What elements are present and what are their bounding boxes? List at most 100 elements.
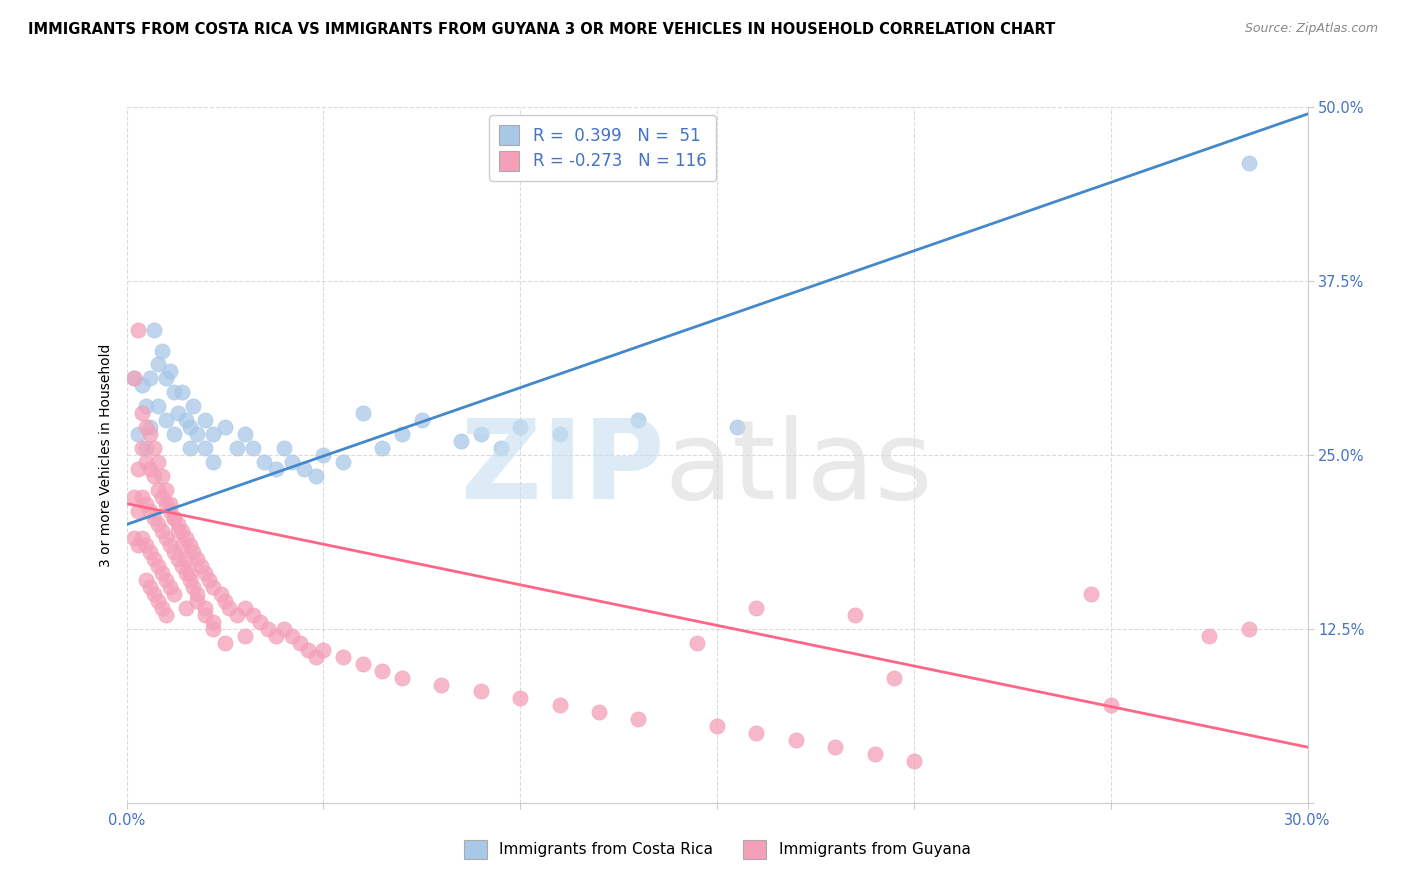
Point — [183, 580, 205, 594]
Point — [150, 601, 173, 615]
Point — [174, 413, 197, 427]
Point — [139, 580, 162, 594]
Point — [202, 622, 225, 636]
Point — [179, 441, 201, 455]
Point — [883, 671, 905, 685]
Point — [190, 559, 212, 574]
Point — [155, 497, 177, 511]
Point — [146, 517, 169, 532]
Point — [202, 455, 225, 469]
Point — [174, 532, 197, 546]
Point — [166, 406, 188, 420]
Point — [179, 566, 201, 581]
Point — [174, 601, 197, 615]
Point — [143, 587, 166, 601]
Point — [127, 538, 149, 552]
Point — [155, 483, 177, 497]
Point — [288, 636, 311, 650]
Point — [1237, 155, 1260, 169]
Point — [332, 649, 354, 664]
Point — [127, 427, 149, 442]
Point — [186, 594, 208, 608]
Point — [159, 580, 181, 594]
Point — [174, 552, 197, 566]
Text: atlas: atlas — [664, 416, 932, 523]
Point — [489, 441, 512, 455]
Point — [371, 441, 394, 455]
Point — [166, 524, 188, 539]
Text: Source: ZipAtlas.com: Source: ZipAtlas.com — [1244, 22, 1378, 36]
Point — [242, 607, 264, 622]
Point — [253, 455, 276, 469]
Point — [146, 455, 169, 469]
Point — [202, 427, 225, 442]
Point — [139, 462, 162, 476]
Point — [352, 657, 374, 671]
Point — [233, 629, 256, 643]
Point — [281, 629, 304, 643]
Point — [146, 594, 169, 608]
Point — [745, 726, 768, 740]
Point — [903, 754, 925, 768]
Point — [209, 587, 232, 601]
Point — [143, 552, 166, 566]
Point — [135, 538, 157, 552]
Point — [166, 517, 188, 532]
Point — [124, 532, 146, 546]
Point — [127, 462, 149, 476]
Point — [627, 413, 650, 427]
Point — [179, 573, 201, 587]
Point — [135, 497, 157, 511]
Point — [127, 323, 149, 337]
Point — [450, 434, 472, 448]
Point — [170, 559, 193, 574]
Point — [391, 671, 413, 685]
Point — [273, 441, 295, 455]
Point — [202, 580, 225, 594]
Point — [163, 385, 186, 400]
Point — [194, 607, 217, 622]
Point — [844, 607, 866, 622]
Point — [135, 399, 157, 413]
Point — [183, 399, 205, 413]
Point — [131, 406, 153, 420]
Point — [150, 490, 173, 504]
Point — [706, 719, 728, 733]
Point — [186, 552, 208, 566]
Point — [225, 441, 247, 455]
Point — [135, 455, 157, 469]
Point — [312, 448, 335, 462]
Point — [627, 712, 650, 726]
Point — [155, 607, 177, 622]
Point — [150, 524, 173, 539]
Point — [1198, 629, 1220, 643]
Point — [194, 566, 217, 581]
Point — [273, 622, 295, 636]
Point — [131, 532, 153, 546]
Point — [143, 510, 166, 524]
Point — [548, 698, 571, 713]
Point — [155, 573, 177, 587]
Point — [150, 566, 173, 581]
Point — [139, 420, 162, 434]
Point — [131, 378, 153, 392]
Point — [686, 636, 709, 650]
Point — [143, 323, 166, 337]
Point — [139, 545, 162, 559]
Text: IMMIGRANTS FROM COSTA RICA VS IMMIGRANTS FROM GUYANA 3 OR MORE VEHICLES IN HOUSE: IMMIGRANTS FROM COSTA RICA VS IMMIGRANTS… — [28, 22, 1056, 37]
Point — [159, 497, 181, 511]
Point — [233, 427, 256, 442]
Point — [155, 532, 177, 546]
Point — [143, 441, 166, 455]
Point — [163, 510, 186, 524]
Point — [249, 615, 271, 629]
Point — [179, 538, 201, 552]
Point — [163, 427, 186, 442]
Point — [264, 629, 287, 643]
Point — [214, 636, 236, 650]
Point — [411, 413, 433, 427]
Point — [163, 510, 186, 524]
Point — [304, 649, 326, 664]
Point — [139, 427, 162, 442]
Point — [257, 622, 280, 636]
